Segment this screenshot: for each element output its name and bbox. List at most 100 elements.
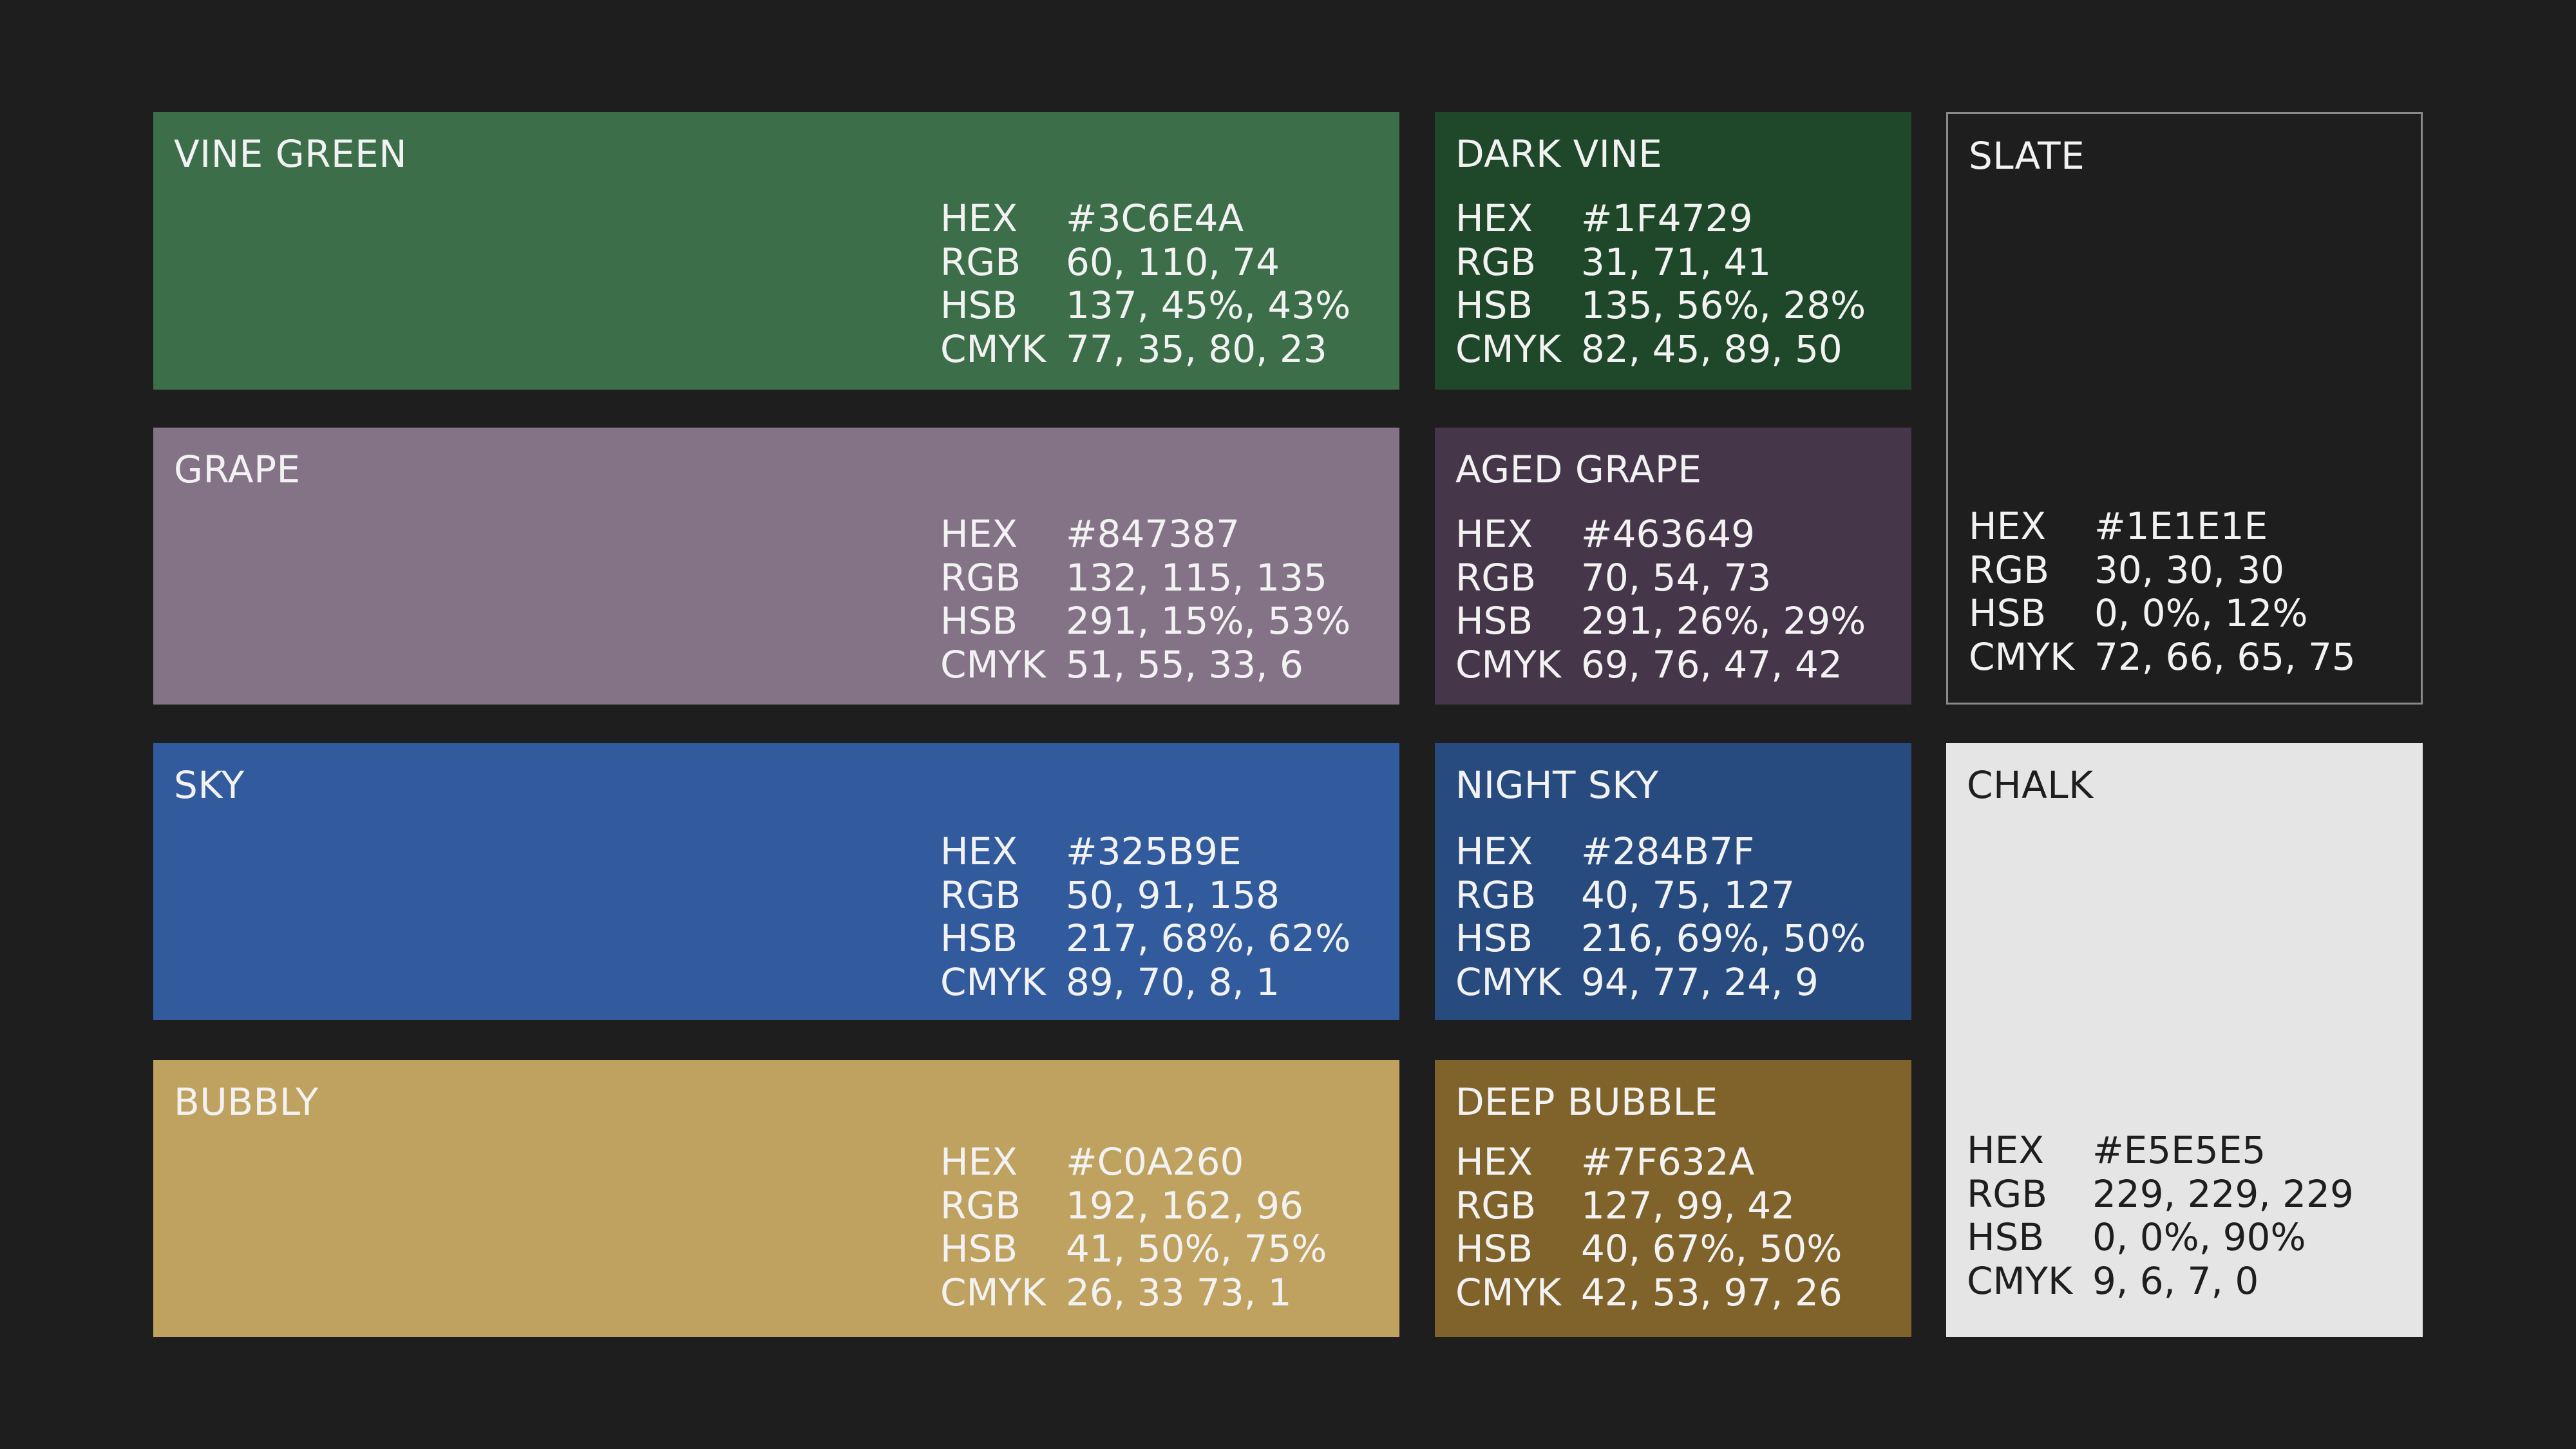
rgb-label: RGB: [1455, 555, 1537, 600]
cmyk-label: CMYK: [1455, 642, 1562, 687]
cmyk-value: 51, 55, 33, 6: [1066, 642, 1303, 687]
hex-value: #463649: [1581, 512, 1756, 556]
hsb-label: HSB: [940, 916, 1018, 960]
hsb-label: HSB: [1455, 916, 1533, 960]
swatch-name: CHALK: [1967, 763, 2094, 807]
hsb-label: HSB: [1967, 1215, 2045, 1259]
swatch-specs: HEX #C0A260 RGB 192, 162, 96 HSB 41, 50%, 7…: [940, 1140, 1327, 1314]
hsb-label: HSB: [940, 599, 1018, 643]
hex-label: HEX: [1969, 504, 2046, 548]
rgb-value: 132, 115, 135: [1066, 555, 1327, 600]
swatch-dark-vine: DARK VINE HEX #1F4729 RGB 31, 71, 41 HSB 13…: [1435, 112, 1911, 390]
hsb-value: 216, 69%, 50%: [1581, 916, 1866, 960]
rgb-label: RGB: [940, 1183, 1021, 1227]
cmyk-label: CMYK: [1967, 1258, 2073, 1303]
swatch-specs: HEX #E5E5E5 RGB 229, 229, 229 HSB 0, 0%, 90…: [1967, 1128, 2354, 1303]
swatch-name: AGED GRAPE: [1455, 448, 1702, 491]
swatch-name: NIGHT SKY: [1455, 763, 1659, 807]
hex-label: HEX: [1455, 829, 1533, 873]
swatch-vine-green: VINE GREEN HEX #3C6E4A RGB 60, 110, 74 HSB…: [153, 112, 1399, 390]
rgb-value: 30, 30, 30: [2094, 547, 2285, 592]
swatch-specs: HEX #463649 RGB 70, 54, 73 HSB 291, 26%, 29…: [1455, 512, 1866, 687]
hex-label: HEX: [940, 512, 1018, 556]
rgb-value: 127, 99, 42: [1581, 1183, 1795, 1227]
hsb-label: HSB: [1455, 1227, 1533, 1271]
swatch-bubbly: BUBBLY HEX #C0A260 RGB 192, 162, 96 HSB 41,…: [153, 1060, 1399, 1337]
cmyk-label: CMYK: [1455, 327, 1562, 371]
hex-value: #3C6E4A: [1066, 196, 1244, 240]
cmyk-label: CMYK: [940, 642, 1046, 687]
hsb-value: 41, 50%, 75%: [1066, 1227, 1327, 1271]
swatch-name: GRAPE: [174, 448, 301, 491]
hex-label: HEX: [940, 196, 1018, 240]
rgb-label: RGB: [1455, 1183, 1537, 1227]
hsb-label: HSB: [940, 1227, 1018, 1271]
hsb-value: 291, 15%, 53%: [1066, 599, 1351, 643]
cmyk-value: 77, 35, 80, 23: [1066, 327, 1327, 371]
swatch-name: DEEP BUBBLE: [1455, 1080, 1718, 1124]
hex-label: HEX: [1455, 1140, 1533, 1184]
cmyk-label: CMYK: [940, 327, 1046, 371]
swatch-chalk: CHALK HEX #E5E5E5 RGB 229, 229, 229 HSB 0, …: [1946, 743, 2423, 1337]
cmyk-value: 72, 66, 65, 75: [2094, 634, 2356, 679]
swatch-sky: SKY HEX #325B9E RGB 50, 91, 158 HSB 217, 68…: [153, 743, 1399, 1020]
hsb-value: 137, 45%, 43%: [1066, 283, 1351, 327]
rgb-label: RGB: [940, 240, 1021, 284]
hsb-value: 217, 68%, 62%: [1066, 916, 1351, 960]
hex-value: #847387: [1066, 512, 1240, 556]
swatch-grape: GRAPE HEX #847387 RGB 132, 115, 135 HSB 291…: [153, 428, 1399, 705]
hsb-label: HSB: [1455, 599, 1533, 643]
hex-value: #1E1E1E: [2094, 504, 2268, 548]
rgb-label: RGB: [1455, 240, 1537, 284]
cmyk-label: CMYK: [940, 1270, 1046, 1314]
hex-label: HEX: [1967, 1128, 2044, 1172]
hex-value: #E5E5E5: [2092, 1128, 2266, 1172]
rgb-value: 229, 229, 229: [2092, 1171, 2354, 1216]
swatch-specs: HEX #284B7F RGB 40, 75, 127 HSB 216, 69%, 5…: [1455, 829, 1866, 1004]
rgb-label: RGB: [940, 873, 1021, 917]
swatch-specs: HEX #1E1E1E RGB 30, 30, 30 HSB 0, 0%, 12% C…: [1969, 504, 2356, 679]
rgb-label: RGB: [940, 555, 1021, 600]
rgb-value: 50, 91, 158: [1066, 873, 1280, 917]
swatch-specs: HEX #325B9E RGB 50, 91, 158 HSB 217, 68%, 6…: [940, 829, 1351, 1004]
swatch-name: SKY: [174, 763, 245, 807]
rgb-value: 60, 110, 74: [1066, 240, 1280, 284]
rgb-value: 70, 54, 73: [1581, 555, 1772, 600]
swatch-specs: HEX #847387 RGB 132, 115, 135 HSB 291, 15%,…: [940, 512, 1351, 687]
hex-label: HEX: [940, 829, 1018, 873]
hex-value: #284B7F: [1581, 829, 1755, 873]
hex-value: #325B9E: [1066, 829, 1242, 873]
swatch-night-sky: NIGHT SKY HEX #284B7F RGB 40, 75, 127 HSB 2…: [1435, 743, 1911, 1020]
cmyk-value: 89, 70, 8, 1: [1066, 960, 1280, 1004]
cmyk-value: 94, 77, 24, 9: [1581, 960, 1819, 1004]
swatch-slate: SLATE HEX #1E1E1E RGB 30, 30, 30 HSB 0, 0%,…: [1946, 112, 2423, 705]
hex-label: HEX: [1455, 512, 1533, 556]
cmyk-value: 69, 76, 47, 42: [1581, 642, 1842, 687]
hsb-value: 135, 56%, 28%: [1581, 283, 1866, 327]
cmyk-value: 82, 45, 89, 50: [1581, 327, 1842, 371]
rgb-value: 40, 75, 127: [1581, 873, 1795, 917]
cmyk-value: 26, 33 73, 1: [1066, 1270, 1292, 1314]
cmyk-value: 9, 6, 7, 0: [2092, 1258, 2259, 1303]
hex-label: HEX: [940, 1140, 1018, 1184]
hsb-value: 0, 0%, 12%: [2094, 591, 2308, 635]
rgb-value: 31, 71, 41: [1581, 240, 1772, 284]
rgb-value: 192, 162, 96: [1066, 1183, 1303, 1227]
hsb-value: 0, 0%, 90%: [2092, 1215, 2306, 1259]
hsb-value: 40, 67%, 50%: [1581, 1227, 1842, 1271]
cmyk-label: CMYK: [1455, 1270, 1562, 1314]
hex-value: #1F4729: [1581, 196, 1753, 240]
hsb-label: HSB: [940, 283, 1018, 327]
swatch-specs: HEX #3C6E4A RGB 60, 110, 74 HSB 137, 45%, 4…: [940, 196, 1351, 371]
swatch-name: DARK VINE: [1455, 132, 1663, 176]
cmyk-label: CMYK: [1969, 634, 2075, 679]
hsb-label: HSB: [1455, 283, 1533, 327]
hsb-label: HSB: [1969, 591, 2047, 635]
hex-value: #C0A260: [1066, 1140, 1244, 1184]
hex-value: #7F632A: [1581, 1140, 1755, 1184]
rgb-label: RGB: [1967, 1171, 2048, 1216]
rgb-label: RGB: [1969, 547, 2050, 592]
swatch-name: BUBBLY: [174, 1080, 319, 1124]
cmyk-value: 42, 53, 97, 26: [1581, 1270, 1842, 1314]
